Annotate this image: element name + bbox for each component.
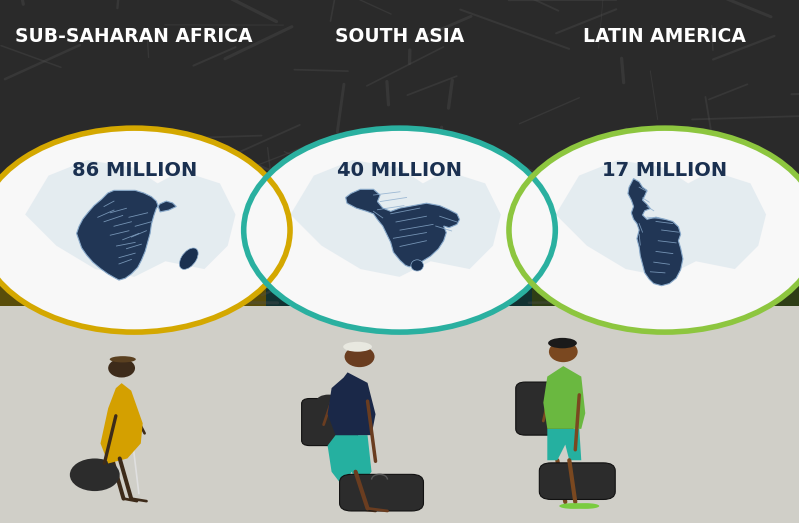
Text: 86 MILLION: 86 MILLION	[72, 162, 197, 180]
Ellipse shape	[549, 341, 578, 362]
Ellipse shape	[316, 394, 340, 408]
Polygon shape	[291, 160, 501, 277]
Bar	[0, 214, 266, 306]
Circle shape	[509, 128, 799, 332]
Bar	[0, 0, 799, 306]
Ellipse shape	[344, 342, 372, 351]
Text: SUB-SAHARAN AFRICA: SUB-SAHARAN AFRICA	[15, 27, 253, 46]
Ellipse shape	[559, 503, 587, 509]
Polygon shape	[547, 429, 581, 460]
Bar	[532, 214, 799, 306]
Polygon shape	[328, 372, 376, 435]
Polygon shape	[328, 435, 372, 487]
Ellipse shape	[411, 260, 423, 271]
Ellipse shape	[548, 338, 577, 348]
Ellipse shape	[180, 248, 198, 269]
FancyBboxPatch shape	[539, 463, 615, 499]
Ellipse shape	[70, 459, 120, 491]
Circle shape	[244, 128, 555, 332]
Polygon shape	[556, 160, 766, 277]
FancyBboxPatch shape	[340, 474, 423, 511]
Bar	[266, 214, 532, 306]
Polygon shape	[77, 190, 177, 280]
Polygon shape	[346, 189, 459, 267]
Circle shape	[0, 128, 290, 332]
Text: LATIN AMERICA: LATIN AMERICA	[583, 27, 746, 46]
Ellipse shape	[344, 346, 375, 367]
Ellipse shape	[109, 356, 136, 362]
Polygon shape	[101, 383, 143, 463]
Text: 17 MILLION: 17 MILLION	[602, 162, 727, 180]
Ellipse shape	[571, 503, 599, 509]
Bar	[0, 306, 799, 523]
FancyBboxPatch shape	[302, 399, 358, 446]
FancyBboxPatch shape	[516, 382, 573, 435]
Ellipse shape	[108, 359, 135, 378]
Text: SOUTH ASIA: SOUTH ASIA	[335, 27, 464, 46]
Polygon shape	[543, 366, 585, 429]
Polygon shape	[628, 179, 683, 286]
Polygon shape	[26, 160, 236, 277]
Text: 40 MILLION: 40 MILLION	[337, 162, 462, 180]
